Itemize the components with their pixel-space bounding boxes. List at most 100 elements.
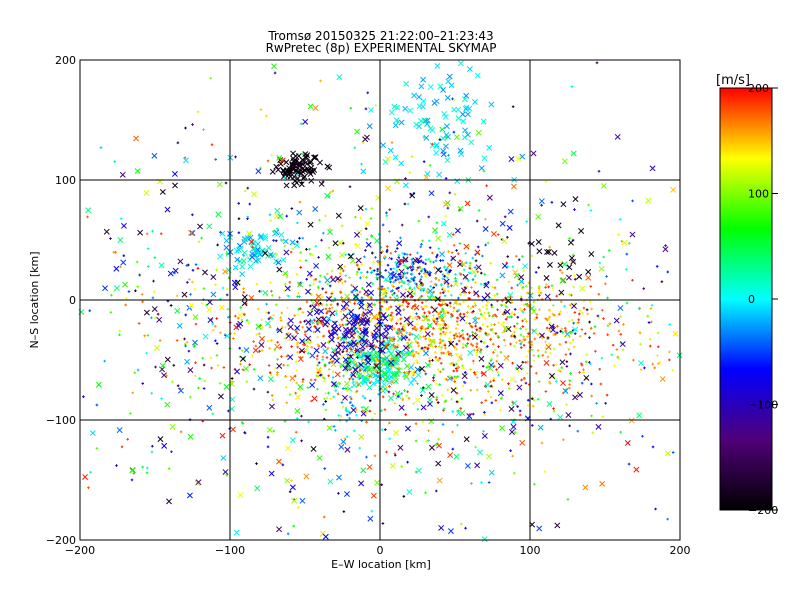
data-point (662, 246, 669, 253)
data-point (376, 339, 379, 343)
data-point (242, 287, 245, 290)
data-point (572, 321, 575, 325)
data-point (302, 151, 309, 158)
data-point (660, 280, 664, 284)
data-point (517, 258, 521, 262)
data-point (537, 285, 541, 288)
data-point (452, 130, 456, 134)
data-point (172, 182, 178, 189)
data-point (296, 240, 299, 244)
data-point (276, 458, 282, 465)
data-point (341, 332, 348, 339)
data-point (354, 128, 360, 135)
data-point (464, 131, 471, 138)
data-point (315, 357, 319, 361)
data-point (259, 108, 263, 111)
data-point (316, 308, 319, 312)
data-point (317, 256, 320, 259)
data-point (252, 340, 255, 343)
data-point (413, 325, 417, 329)
data-point (311, 253, 315, 257)
data-point (320, 303, 324, 306)
data-point (533, 318, 537, 321)
data-point (590, 307, 593, 311)
data-point (355, 381, 362, 388)
data-point (328, 227, 332, 231)
data-point (372, 260, 375, 264)
data-point (407, 364, 411, 368)
data-point (424, 272, 428, 276)
data-point (418, 265, 421, 269)
data-point (360, 271, 363, 274)
data-point (411, 349, 415, 352)
data-point (215, 317, 219, 320)
data-point (237, 231, 241, 235)
y-tick-label: −100 (46, 414, 76, 427)
data-point (543, 275, 550, 281)
data-point (395, 294, 399, 298)
data-point (568, 255, 575, 261)
data-point (428, 356, 432, 360)
data-point (527, 292, 534, 299)
data-point (82, 474, 89, 480)
data-point (234, 256, 241, 263)
data-point (445, 78, 452, 85)
data-point (384, 428, 387, 431)
data-point (588, 362, 592, 365)
data-point (403, 389, 406, 392)
data-point (153, 316, 157, 320)
data-point (409, 192, 416, 199)
data-point (319, 274, 322, 278)
data-point (632, 358, 635, 362)
data-point (435, 489, 438, 493)
data-point (388, 296, 392, 299)
data-point (441, 291, 445, 294)
data-point (233, 332, 236, 335)
data-point (413, 286, 416, 290)
data-point (206, 404, 213, 411)
data-point (312, 154, 319, 161)
data-point (395, 322, 398, 325)
data-point (380, 428, 384, 432)
data-point (508, 406, 515, 412)
data-point (457, 339, 461, 343)
data-point (478, 308, 481, 311)
data-point (378, 331, 385, 338)
data-point (327, 478, 334, 485)
data-point (377, 287, 380, 290)
data-point (449, 352, 453, 355)
data-point (262, 233, 269, 240)
data-point (303, 330, 307, 334)
data-point (419, 255, 423, 258)
data-point (489, 261, 493, 265)
data-point (506, 255, 510, 258)
data-point (483, 411, 486, 414)
data-point (232, 284, 239, 291)
data-point (291, 335, 298, 342)
data-point (290, 345, 293, 348)
data-point (427, 363, 431, 367)
data-point (246, 215, 250, 219)
data-point (408, 331, 412, 335)
data-point (409, 295, 413, 299)
data-point (545, 326, 549, 330)
data-point (656, 354, 659, 357)
data-point (395, 330, 399, 334)
data-point (345, 361, 352, 368)
data-point (255, 282, 259, 286)
data-point (390, 347, 393, 351)
data-point (281, 325, 284, 329)
data-point (513, 313, 516, 316)
data-point (468, 266, 472, 270)
data-point (538, 198, 545, 205)
data-point (275, 166, 282, 173)
data-point (465, 315, 469, 318)
data-point (348, 377, 351, 381)
data-point (189, 230, 196, 237)
data-point (258, 342, 265, 348)
data-point (268, 371, 272, 375)
data-point (237, 312, 244, 319)
data-point (428, 291, 435, 298)
data-point (348, 411, 352, 415)
data-point (265, 114, 268, 118)
